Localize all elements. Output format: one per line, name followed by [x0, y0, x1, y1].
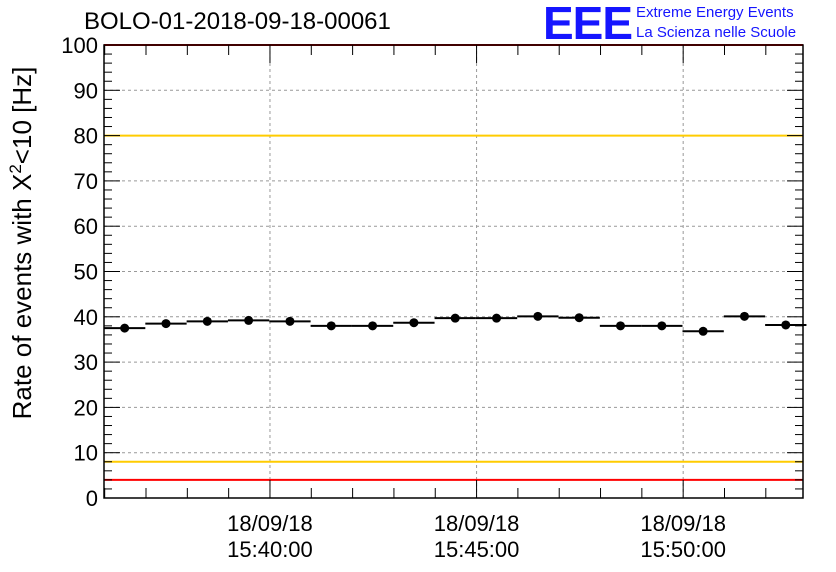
- y-axis-label-prefix: Rate of events with X: [6, 173, 37, 420]
- grid-lines: [104, 45, 803, 498]
- y-tick-label: 60: [74, 214, 98, 239]
- reference-lines: [104, 44, 803, 481]
- data-series: [104, 311, 807, 336]
- data-point: [781, 320, 791, 330]
- data-point: [244, 315, 254, 325]
- chart-title: BOLO-01-2018-09-18-00061: [84, 8, 391, 35]
- data-point: [574, 313, 584, 323]
- data-point: [739, 311, 749, 321]
- logo-line-1: Extreme Energy Events: [636, 4, 794, 21]
- data-point: [657, 321, 667, 331]
- x-tick-label-time: 15:45:00: [434, 537, 520, 562]
- y-tick-label: 50: [74, 260, 98, 285]
- x-axis: 18/09/1815:40:0018/09/1815:45:0018/09/18…: [104, 45, 767, 562]
- y-axis-label: Rate of events with X2<10 [Hz]: [6, 67, 38, 420]
- y-tick-label: 40: [74, 305, 98, 330]
- y-tick-label: 100: [61, 33, 98, 58]
- data-point: [616, 321, 626, 331]
- data-point: [161, 319, 171, 329]
- data-point: [533, 311, 543, 321]
- data-point: [285, 316, 295, 326]
- data-point: [368, 321, 378, 331]
- eee-logo: EEE: [543, 0, 633, 49]
- y-axis-label-suffix: <10 [Hz]: [6, 66, 37, 165]
- y-tick-label: 20: [74, 395, 98, 420]
- y-tick-label: 10: [74, 441, 98, 466]
- y-tick-label: 90: [74, 78, 98, 103]
- y-tick-label: 30: [74, 350, 98, 375]
- x-tick-label-date: 18/09/18: [227, 511, 313, 536]
- data-point: [409, 318, 419, 328]
- y-tick-label: 80: [74, 124, 98, 149]
- data-point: [326, 321, 336, 331]
- data-point: [202, 316, 212, 326]
- logo-line-2: La Scienza nelle Scuole: [636, 24, 797, 41]
- x-tick-label-date: 18/09/18: [434, 511, 520, 536]
- y-axis-label-superscript: 2: [6, 164, 26, 174]
- x-tick-label-time: 15:40:00: [227, 537, 313, 562]
- data-point: [120, 323, 130, 333]
- y-tick-label: 70: [74, 169, 98, 194]
- data-point: [450, 313, 460, 323]
- x-tick-label-time: 15:50:00: [640, 537, 726, 562]
- y-axis: 0 10 20 30 40 50 60 70 80 90 100: [61, 33, 803, 511]
- x-tick-label-date: 18/09/18: [640, 511, 726, 536]
- data-point: [698, 326, 708, 336]
- y-tick-label: 0: [86, 486, 98, 511]
- data-point: [492, 313, 502, 323]
